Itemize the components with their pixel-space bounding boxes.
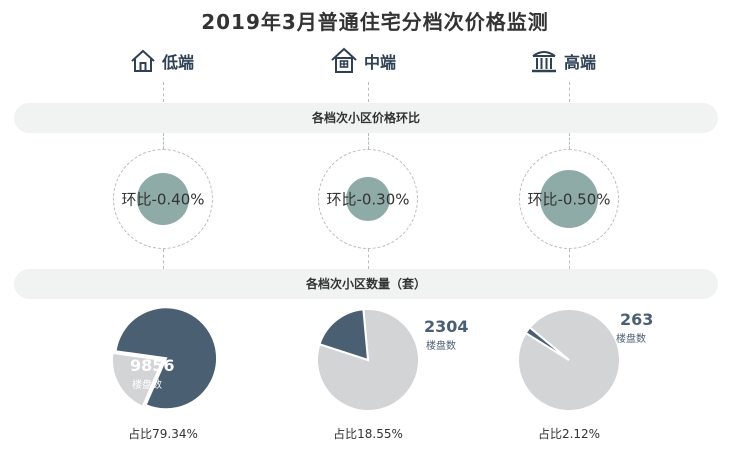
house-icon <box>131 49 155 72</box>
price-change-bubble-low <box>137 173 189 225</box>
pie-value-mid: 2304 <box>424 317 469 336</box>
price-change-label-mid: 环比-0.30% <box>326 190 410 209</box>
tier-header-low: 低端 <box>130 44 194 78</box>
pie-slice-rest-low <box>111 351 165 409</box>
section-band-project-count: 各档次小区数量（套） <box>14 269 718 299</box>
share-label-high: 占比2.12% <box>537 427 601 441</box>
pie-value-unit-low: 楼盘数 <box>132 380 162 391</box>
share-label-mid: 占比18.55% <box>333 427 403 441</box>
connector-line <box>569 249 570 269</box>
connector-line <box>163 133 164 149</box>
price-change-bubble-mid <box>345 176 391 222</box>
pie-value-unit-mid: 楼盘数 <box>426 341 456 352</box>
pie-slice-low <box>114 306 219 411</box>
chart-title: 2019年3月普通住宅分档次价格监测 <box>201 10 549 34</box>
connector-line <box>163 249 164 269</box>
price-change-ring-mid <box>318 149 418 249</box>
tier-label-high: 高端 <box>564 53 597 72</box>
price-change-label-high: 环比-0.50% <box>527 190 611 209</box>
tier-header-high: 高端 <box>530 44 596 78</box>
connector-line <box>368 133 369 149</box>
pie-slice-high <box>524 326 570 361</box>
tier-header-mid: 中端 <box>330 44 396 78</box>
connector-line <box>569 82 570 102</box>
pie-value-unit-high: 楼盘数 <box>616 334 646 345</box>
tier-label-low: 低端 <box>162 53 195 72</box>
price-change-bubble-high <box>540 170 598 228</box>
pie-slice-mid <box>318 308 370 362</box>
pie-value-high: 263 <box>620 310 654 329</box>
connector-line <box>368 82 369 102</box>
pie-value-low: 9856 <box>130 356 175 375</box>
section-band-price-change: 各档次小区价格环比 <box>14 103 718 133</box>
price-change-label-low: 环比-0.40% <box>121 190 205 209</box>
price-change-ring-high <box>519 149 619 249</box>
columned-building-icon <box>532 51 556 73</box>
connector-line <box>569 133 570 149</box>
price-change-ring-low <box>113 149 213 249</box>
tier-label-mid: 中端 <box>364 53 397 72</box>
house-window-icon <box>331 47 357 73</box>
connector-line <box>368 249 369 269</box>
share-label-low: 占比79.34% <box>128 427 198 441</box>
connector-line <box>163 82 164 102</box>
